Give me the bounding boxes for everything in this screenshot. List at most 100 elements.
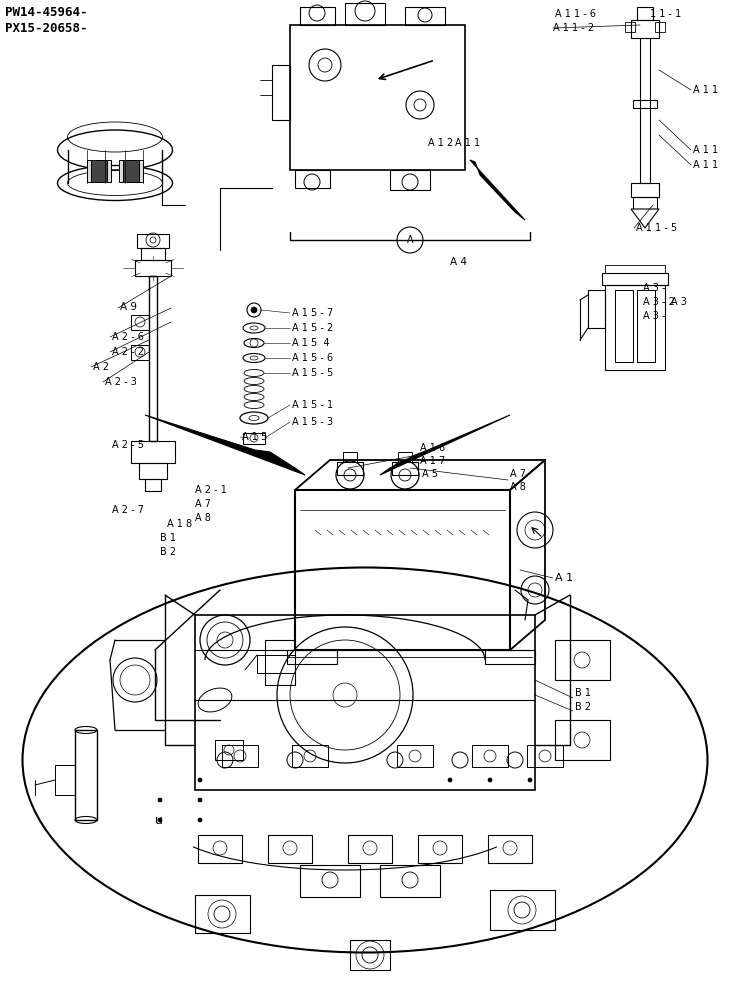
- Bar: [149, 276, 157, 441]
- Text: A 1 1 - 2: A 1 1 - 2: [553, 23, 594, 33]
- Bar: [135, 260, 171, 276]
- Bar: [139, 463, 167, 479]
- Text: A 1 1: A 1 1: [693, 145, 718, 155]
- Bar: [380, 865, 440, 897]
- Bar: [348, 835, 392, 863]
- Bar: [637, 290, 655, 362]
- Bar: [222, 745, 258, 767]
- Text: A 5: A 5: [422, 469, 438, 479]
- Circle shape: [158, 818, 162, 822]
- Bar: [119, 160, 143, 182]
- Text: A 1 7: A 1 7: [420, 456, 445, 466]
- Text: PX15-20658-: PX15-20658-: [5, 21, 88, 34]
- Bar: [418, 835, 462, 863]
- Bar: [640, 38, 650, 183]
- Text: A 1 5 - 2: A 1 5 - 2: [292, 323, 333, 333]
- Text: A 3 - 2: A 3 - 2: [643, 297, 675, 307]
- Bar: [292, 745, 328, 767]
- Text: A 1 2: A 1 2: [428, 138, 453, 148]
- Bar: [195, 615, 535, 790]
- Text: A 2 - 6: A 2 - 6: [112, 332, 144, 342]
- Bar: [472, 745, 508, 767]
- Text: A 2 - 3: A 2 - 3: [105, 377, 137, 387]
- Text: 1 1 - 1: 1 1 - 1: [650, 9, 681, 19]
- Bar: [633, 100, 657, 108]
- Bar: [555, 640, 610, 680]
- Text: A 2 - 2: A 2 - 2: [112, 347, 144, 357]
- Text: B 2: B 2: [575, 702, 591, 712]
- Bar: [485, 650, 535, 664]
- Bar: [631, 183, 659, 197]
- Text: A 1 6: A 1 6: [420, 443, 445, 453]
- Circle shape: [251, 307, 257, 313]
- Bar: [343, 452, 357, 462]
- Bar: [265, 640, 295, 685]
- Bar: [490, 890, 555, 930]
- Text: B 1: B 1: [575, 688, 591, 698]
- Text: A 7: A 7: [510, 469, 526, 479]
- Bar: [350, 940, 390, 970]
- Text: A 2 - 1: A 2 - 1: [195, 485, 227, 495]
- Bar: [655, 22, 665, 32]
- Bar: [287, 650, 337, 664]
- Circle shape: [158, 798, 162, 802]
- Text: A 1 5 - 5: A 1 5 - 5: [292, 368, 333, 378]
- Bar: [131, 315, 149, 330]
- Bar: [392, 462, 418, 475]
- Text: A 3: A 3: [671, 297, 687, 307]
- Bar: [615, 290, 633, 362]
- Text: A 1 5 - 1: A 1 5 - 1: [292, 400, 333, 410]
- Bar: [131, 441, 175, 463]
- Circle shape: [198, 778, 202, 782]
- Text: A 9: A 9: [120, 302, 137, 312]
- Bar: [295, 170, 330, 188]
- Bar: [300, 7, 335, 25]
- Bar: [55, 765, 75, 795]
- Circle shape: [528, 778, 532, 782]
- Text: A 1 1 - 6: A 1 1 - 6: [555, 9, 596, 19]
- Bar: [257, 655, 295, 673]
- Bar: [337, 462, 363, 475]
- Text: A 2: A 2: [93, 362, 109, 372]
- Bar: [390, 170, 430, 190]
- Text: A 8: A 8: [195, 513, 211, 523]
- Circle shape: [488, 778, 492, 782]
- Bar: [75, 730, 97, 820]
- Bar: [272, 65, 290, 120]
- Text: A 3 -: A 3 -: [643, 283, 665, 293]
- Bar: [295, 490, 510, 650]
- Bar: [198, 835, 242, 863]
- Bar: [123, 160, 139, 182]
- Text: A 1 1 - 5: A 1 1 - 5: [636, 223, 677, 233]
- Bar: [397, 745, 433, 767]
- Text: A 1 8: A 1 8: [167, 519, 192, 529]
- Circle shape: [448, 778, 452, 782]
- Text: PW14-45964-: PW14-45964-: [5, 5, 88, 18]
- Bar: [398, 452, 412, 462]
- Bar: [602, 273, 668, 285]
- Bar: [131, 345, 149, 360]
- Bar: [87, 160, 111, 182]
- Text: A 1 5  4: A 1 5 4: [292, 338, 329, 348]
- Text: A 1 5 - 3: A 1 5 - 3: [292, 417, 333, 427]
- Bar: [215, 740, 243, 760]
- Bar: [91, 160, 107, 182]
- Text: A 2 - 7: A 2 - 7: [112, 505, 144, 515]
- Text: A 7: A 7: [195, 499, 211, 509]
- Bar: [633, 197, 657, 209]
- Polygon shape: [145, 415, 305, 475]
- Text: u: u: [155, 814, 163, 826]
- Text: A 1: A 1: [555, 573, 573, 583]
- Polygon shape: [631, 209, 659, 228]
- Text: A 1 1: A 1 1: [693, 160, 718, 170]
- Text: A 1 5: A 1 5: [242, 432, 267, 442]
- Text: A 1 1: A 1 1: [455, 138, 480, 148]
- Bar: [527, 745, 563, 767]
- Bar: [625, 22, 635, 32]
- Polygon shape: [470, 160, 525, 220]
- Text: B 1: B 1: [160, 533, 176, 543]
- Bar: [243, 433, 265, 444]
- Bar: [345, 3, 385, 25]
- Bar: [588, 290, 605, 328]
- Circle shape: [198, 798, 202, 802]
